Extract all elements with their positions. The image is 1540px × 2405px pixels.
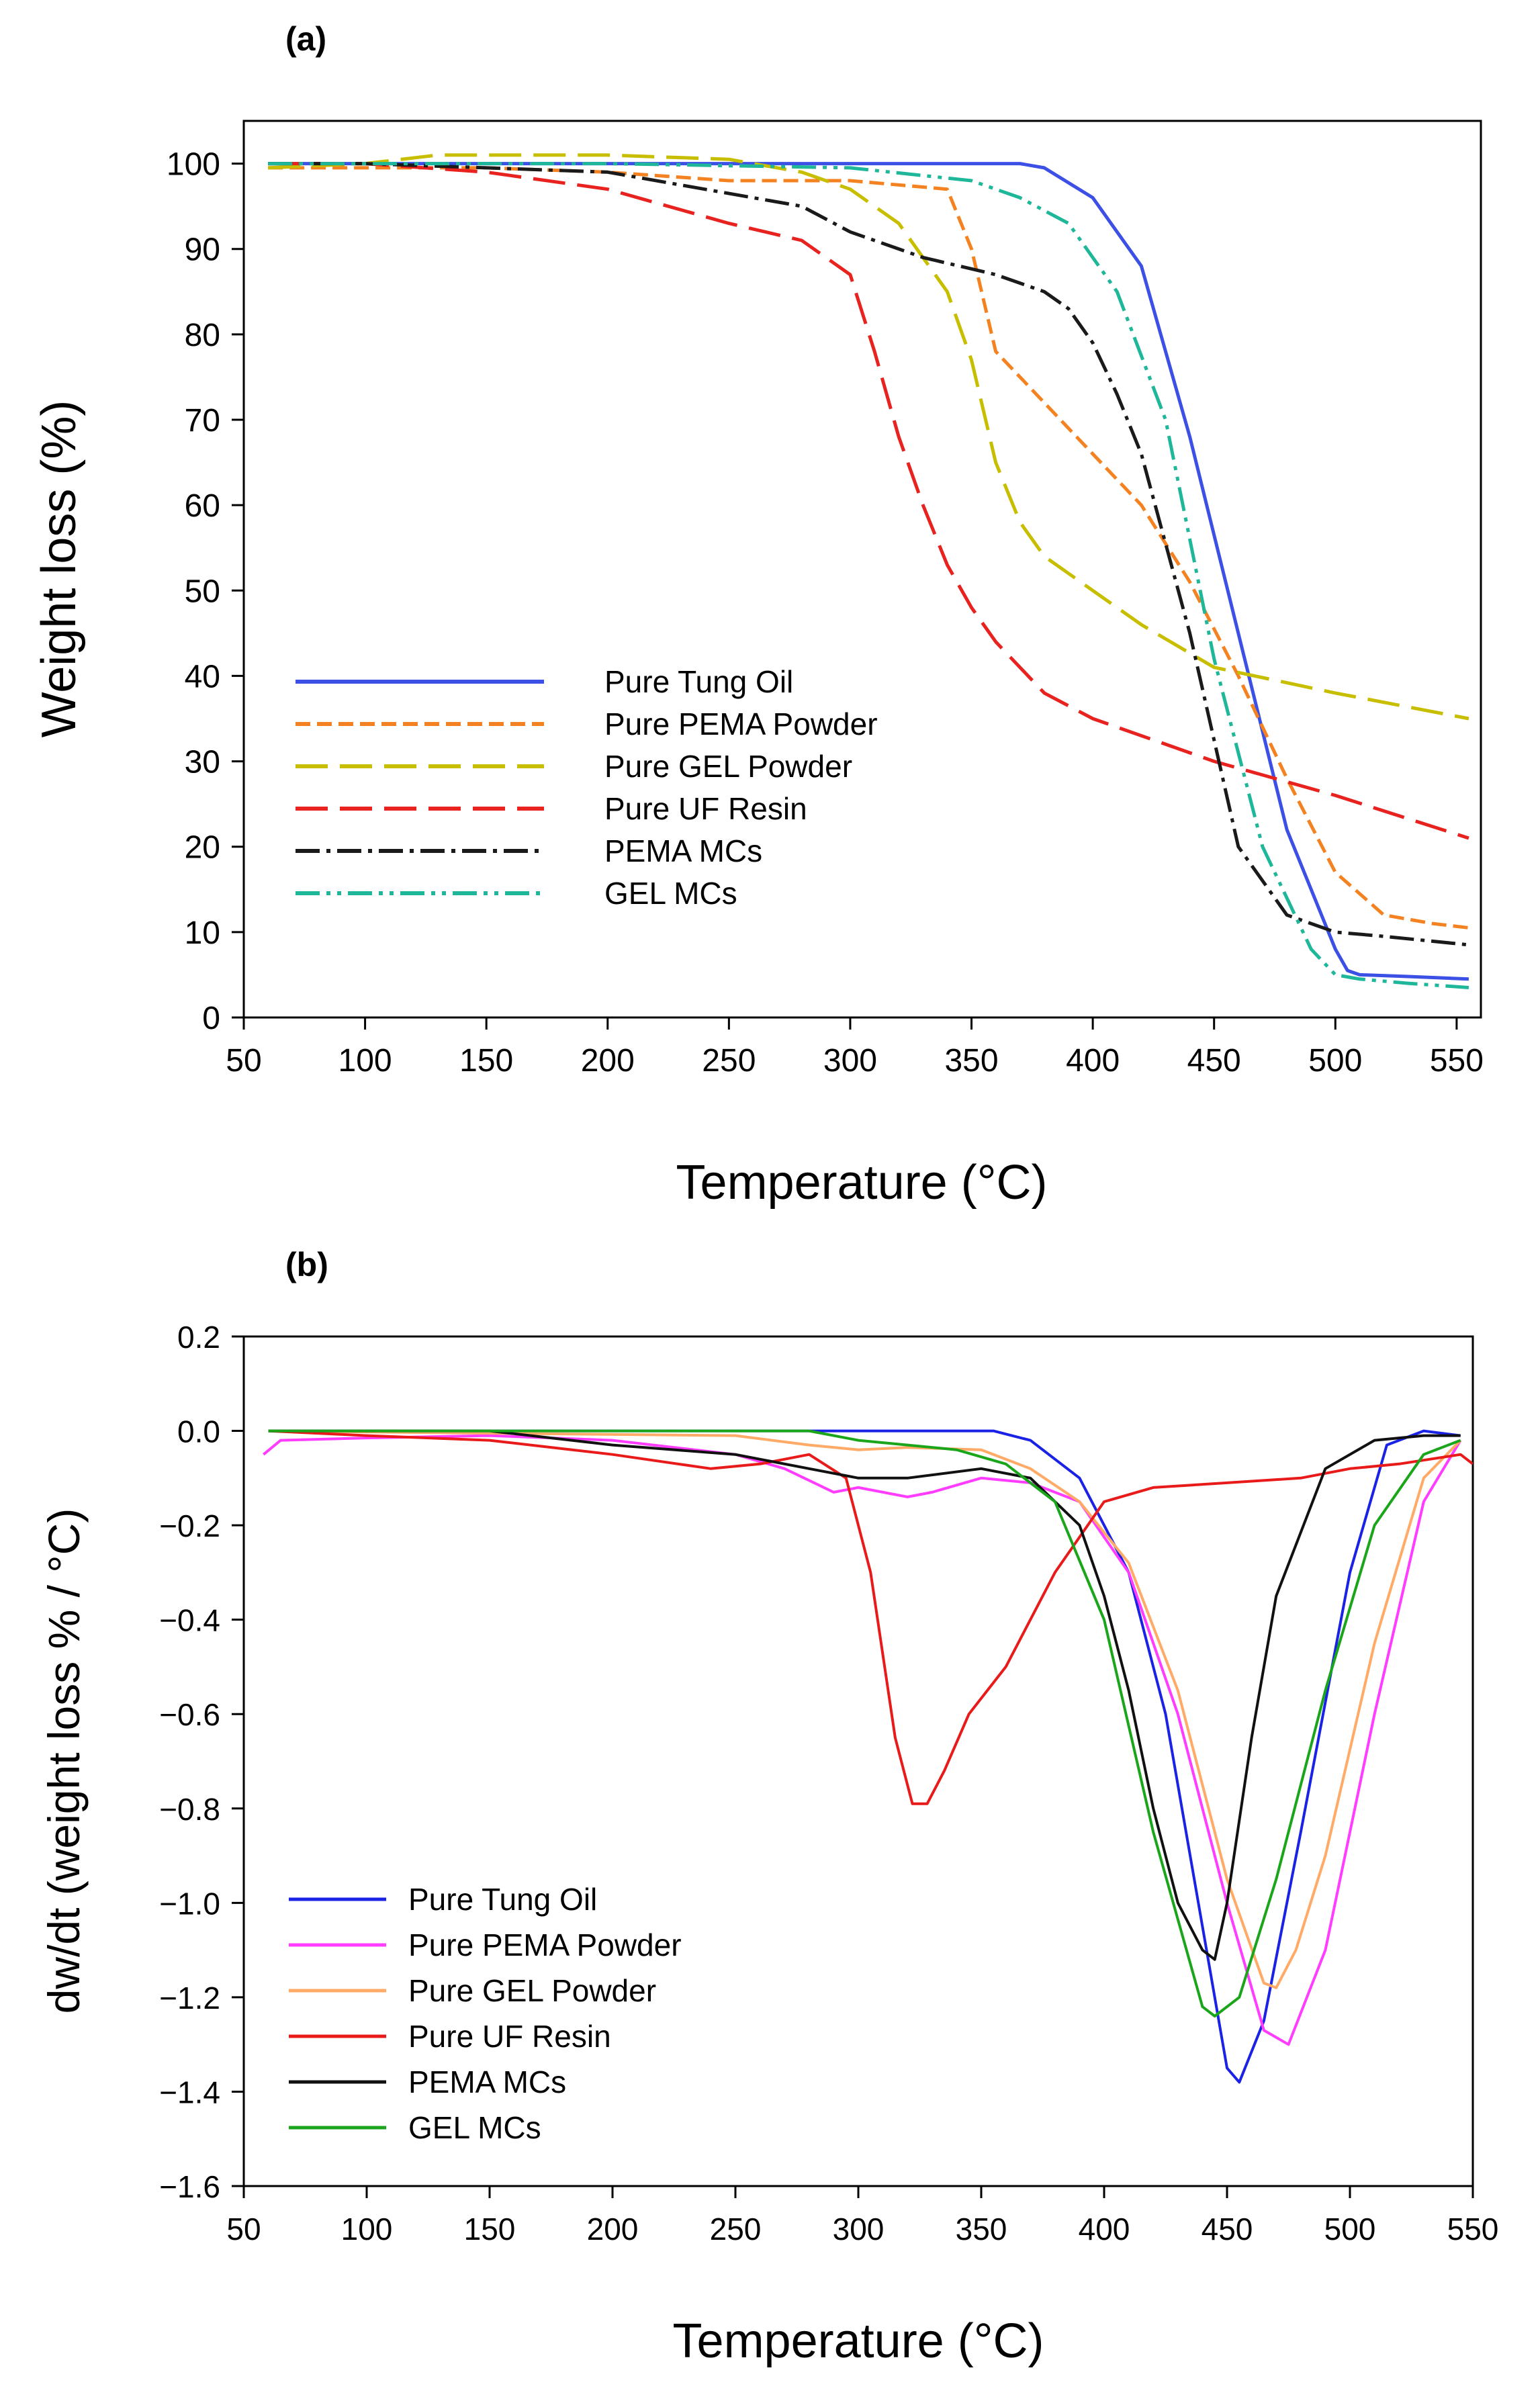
legend-label: PEMA MCs — [604, 833, 762, 868]
y-tick-label: −1.0 — [159, 1886, 220, 1921]
x-axis-a: 50 100 150 200 250 300 350 400 450 500 550 — [226, 1017, 1484, 1079]
chart-a: (a) 50 100 150 200 250 300 350 400 450 500 550 0 10… — [32, 20, 1484, 1210]
series-line-pure-pema-powder — [263, 1434, 1462, 2046]
legend-label: Pure Tung Oil — [604, 664, 793, 699]
legend-label: GEL MCs — [604, 876, 737, 911]
x-tick-label: 50 — [226, 2212, 261, 2247]
x-tick-label: 50 — [226, 1043, 261, 1079]
legend-label: Pure UF Resin — [604, 791, 807, 826]
x-tick-label: 250 — [702, 1043, 756, 1079]
x-tick-label: 100 — [341, 2212, 393, 2247]
y-axis-a: 0 10 20 30 40 50 60 70 80 90 100 — [167, 147, 244, 1036]
y-tick-label: 0.2 — [177, 1320, 220, 1355]
x-tick-label: 300 — [833, 2212, 885, 2247]
y-tick-label: 100 — [167, 147, 220, 183]
series-group-b — [263, 1429, 1473, 2084]
series-group-a — [267, 153, 1469, 989]
legend-label: Pure UF Resin — [408, 2019, 611, 2054]
chart-b: (b) 50 100 150 200 250 300 350 400 450 500 550 0.2… — [39, 1246, 1498, 2368]
y-tick-label: 60 — [185, 488, 220, 524]
x-tick-label: 200 — [581, 1043, 635, 1079]
legend-label: Pure GEL Powder — [408, 1973, 656, 2008]
x-tick-label: 400 — [1066, 1043, 1120, 1079]
y-tick-label: 50 — [185, 574, 220, 609]
x-axis-b: 50 100 150 200 250 300 350 400 450 500 550 — [226, 2186, 1498, 2247]
x-axis-title-a: Temperature (°C) — [676, 1156, 1048, 1210]
y-tick-label: −1.4 — [159, 2075, 220, 2109]
x-tick-label: 250 — [710, 2212, 762, 2247]
series-line-pure-gel-powder — [267, 153, 1469, 721]
x-tick-label: 100 — [338, 1043, 392, 1079]
legend-label: Pure PEMA Powder — [604, 707, 878, 741]
legend-label: GEL MCs — [408, 2110, 541, 2145]
y-tick-label: 80 — [185, 318, 220, 353]
y-tick-label: 0.0 — [177, 1414, 220, 1449]
series-line-pure-uf-resin — [268, 162, 1469, 840]
panel-label-b: (b) — [285, 1246, 328, 1283]
legend-label: Pure PEMA Powder — [408, 1927, 682, 1962]
y-axis-b: 0.2 0.0 −0.2 −0.4 −0.6 −0.8 −1.0 −1.2 −1.4 −1.6 — [159, 1320, 244, 2204]
legend-label: Pure GEL Powder — [604, 749, 852, 784]
x-tick-label: 550 — [1447, 2212, 1499, 2247]
series-line-pure-uf-resin — [268, 1429, 1473, 1805]
x-tick-label: 450 — [1187, 1043, 1241, 1079]
y-axis-title-b: dw/dt (weight loss % / °C) — [39, 1508, 89, 2014]
series-line-pema-mcs — [268, 1429, 1461, 1961]
y-axis-title-a: Weight loss (%) — [32, 400, 86, 738]
y-tick-label: 90 — [185, 232, 220, 268]
y-tick-label: 0 — [202, 1001, 220, 1036]
y-tick-label: −0.4 — [159, 1603, 220, 1638]
panel-label-a: (a) — [285, 20, 326, 58]
y-tick-label: 70 — [185, 403, 220, 439]
legend-label: Pure Tung Oil — [408, 1882, 597, 1917]
series-line-pure-gel-powder — [268, 1429, 1462, 1989]
x-axis-title-b: Temperature (°C) — [673, 2314, 1044, 2368]
series-line-pema-mcs — [268, 162, 1469, 947]
series-line-pure-tung-oil — [268, 162, 1469, 981]
y-tick-label: −0.2 — [159, 1508, 220, 1543]
x-tick-label: 150 — [459, 1043, 513, 1079]
x-tick-label: 350 — [956, 2212, 1007, 2247]
series-line-pure-tung-oil — [268, 1429, 1461, 2084]
x-tick-label: 300 — [823, 1043, 877, 1079]
x-tick-label: 400 — [1079, 2212, 1130, 2247]
y-tick-label: 10 — [185, 915, 220, 951]
y-tick-label: −1.2 — [159, 1981, 220, 2015]
x-tick-label: 200 — [587, 2212, 639, 2247]
x-tick-label: 350 — [944, 1043, 998, 1079]
y-tick-label: −1.6 — [159, 2169, 220, 2204]
y-tick-label: −0.6 — [159, 1697, 220, 1732]
plot-frame-a — [242, 120, 1482, 1019]
x-tick-label: 500 — [1308, 1043, 1362, 1079]
x-tick-label: 150 — [464, 2212, 516, 2247]
x-tick-label: 550 — [1430, 1043, 1484, 1079]
y-tick-label: 20 — [185, 830, 220, 866]
legend-label: PEMA MCs — [408, 2064, 566, 2099]
y-tick-label: 30 — [185, 745, 220, 780]
y-tick-label: −0.8 — [159, 1792, 220, 1827]
legend-b: Pure Tung Oil Pure PEMA Powder Pure GEL Po… — [289, 1882, 682, 2145]
y-tick-label: 40 — [185, 659, 220, 694]
legend-a: Pure Tung Oil Pure PEMA Powder Pure GEL Po… — [296, 664, 878, 911]
series-line-gel-mcs — [268, 1429, 1461, 2017]
x-tick-label: 500 — [1324, 2212, 1376, 2247]
x-tick-label: 450 — [1202, 2212, 1253, 2247]
series-line-gel-mcs — [268, 162, 1469, 989]
